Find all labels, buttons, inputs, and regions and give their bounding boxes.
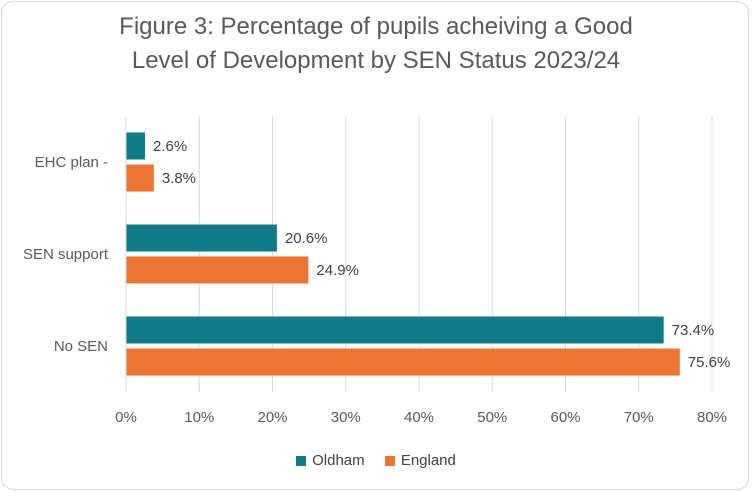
data-label: 73.4% [672,322,715,339]
data-label: 24.9% [316,262,359,279]
bar-oldham-0 [126,132,146,160]
data-label: 75.6% [688,354,731,371]
x-tick-label: 70% [624,409,654,426]
x-tick-label: 50% [477,409,507,426]
data-label: 2.6% [153,138,187,155]
y-category-label: No SEN [54,338,108,355]
data-label: 3.8% [162,170,196,187]
y-category-label: SEN support [23,246,109,263]
legend-label-oldham: Oldham [312,452,365,469]
x-tick-label: 60% [550,409,580,426]
legend-item-oldham: Oldham [296,452,365,469]
y-category-label: EHC plan - [35,154,108,171]
legend-swatch-england [384,455,395,466]
x-tick-label: 20% [257,409,287,426]
data-label: 20.6% [285,230,328,247]
bar-england-1 [126,256,309,284]
legend: Oldham England [0,452,752,470]
chart-title-line-2: Level of Development by SEN Status 2023/… [131,47,621,74]
legend-swatch-oldham [296,455,307,466]
bar-england-2 [126,348,680,376]
bar-england-0 [126,164,154,192]
bar-oldham-1 [126,224,277,252]
legend-label-england: England [400,452,456,469]
chart-title: Figure 3: Percentage of pupils acheiving… [0,10,752,78]
x-tick-label: 40% [404,409,434,426]
chart-title-line-1: Figure 3: Percentage of pupils acheiving… [119,13,633,40]
x-tick-label: 80% [697,409,727,426]
bar-oldham-2 [126,316,664,344]
x-tick-label: 30% [331,409,361,426]
x-tick-label: 10% [184,409,214,426]
x-tick-label: 0% [115,409,137,426]
legend-item-england: England [384,452,456,469]
